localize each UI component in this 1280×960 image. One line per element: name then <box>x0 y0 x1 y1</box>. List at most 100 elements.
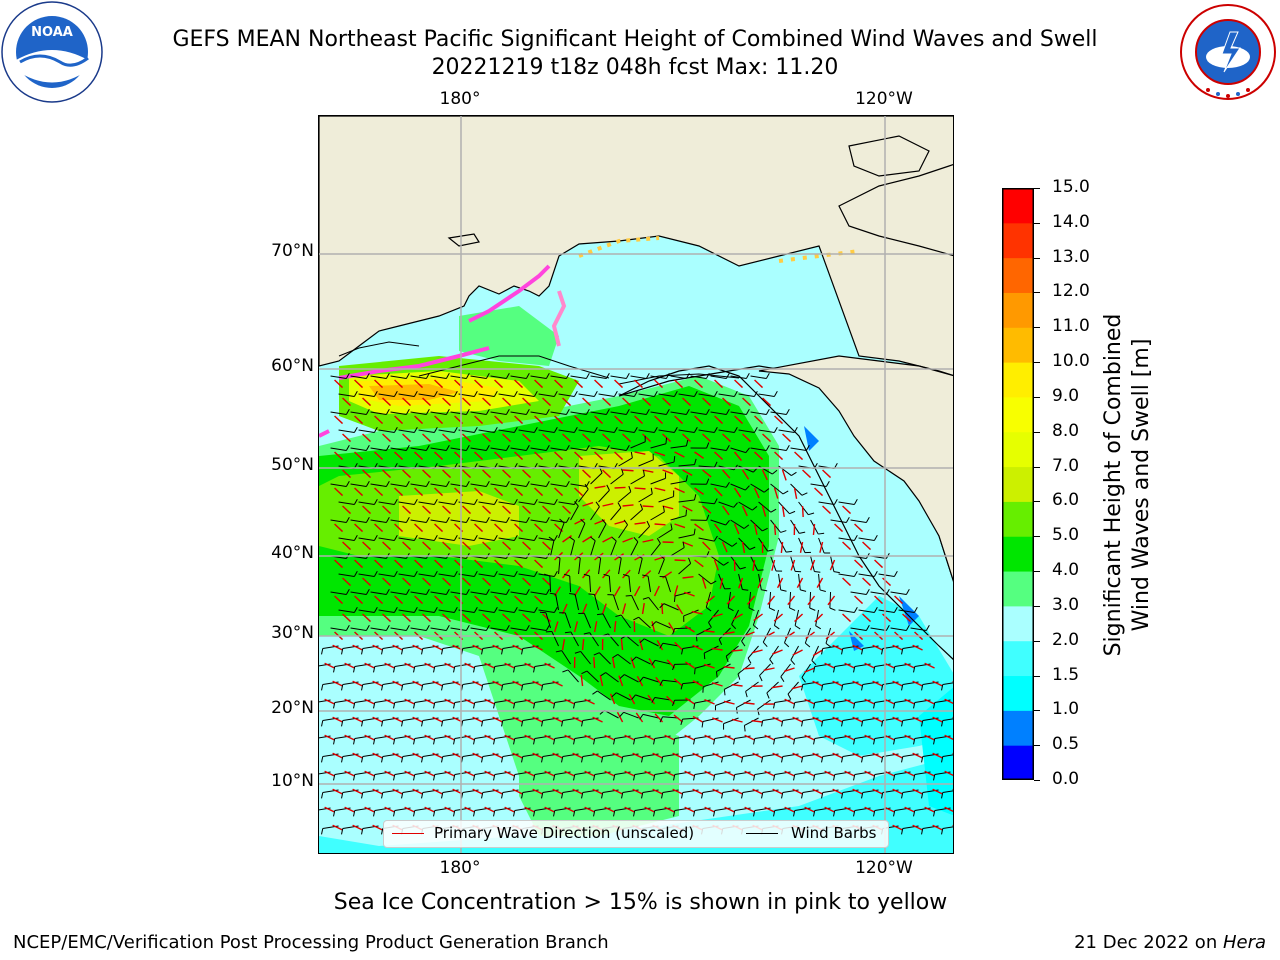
wind-barb-flag <box>393 499 398 505</box>
wind-barb <box>610 540 617 557</box>
wave-direction-arrow <box>534 451 544 461</box>
wave-direction-arrow <box>532 716 543 723</box>
wave-direction-arrow <box>804 806 815 813</box>
wind-barb-flag <box>933 810 936 817</box>
wind-barb <box>597 690 611 701</box>
wind-barb <box>758 393 775 397</box>
wave-direction-arrow <box>714 379 724 389</box>
wind-barb-flag <box>553 738 556 745</box>
lat-label-40n: 40°N <box>271 543 314 563</box>
wind-barb <box>942 754 953 757</box>
wind-barb <box>698 501 715 505</box>
wind-barb <box>338 501 355 505</box>
wave-direction-arrow <box>352 788 363 795</box>
wind-barb <box>578 393 595 397</box>
wind-barb-flag <box>521 792 524 799</box>
wind-barb-flag <box>533 666 536 673</box>
wind-barb-flag <box>805 642 811 648</box>
wave-direction-arrow <box>874 595 884 605</box>
wind-barb-flag <box>745 447 750 453</box>
wave-direction-arrow <box>342 433 352 443</box>
wave-direction-arrow <box>524 662 535 669</box>
wave-direction-arrow <box>711 613 723 618</box>
wind-barb-flag <box>485 625 490 631</box>
wind-barb <box>478 537 495 541</box>
wave-direction-arrow <box>662 397 672 407</box>
wave-direction-arrow <box>324 770 335 777</box>
colorbar-band <box>1002 640 1034 677</box>
wave-direction-arrow <box>652 788 663 795</box>
wind-barb-flag <box>445 589 450 595</box>
wind-barb-flag <box>545 445 550 451</box>
wind-barb <box>490 483 507 487</box>
wave-direction-arrow <box>382 577 392 587</box>
wave-direction-arrow <box>594 415 604 425</box>
colorbar-tick-mark <box>1034 605 1040 607</box>
wind-barb <box>450 591 467 595</box>
wind-barb-flag <box>421 648 424 655</box>
wind-barb-flag <box>533 607 538 613</box>
wind-barb-flag <box>385 373 390 379</box>
wave-direction-arrow <box>621 603 627 615</box>
wind-barb <box>778 429 795 433</box>
wind-barb-flag <box>941 792 944 799</box>
wind-barb-flag <box>541 756 544 763</box>
wind-barb-flag <box>662 505 665 513</box>
wind-barb-flag <box>381 648 384 655</box>
wave-direction-arrow <box>824 770 835 777</box>
wind-barb-flag <box>393 666 396 673</box>
wave-direction-arrow <box>684 661 695 669</box>
wind-barb-flag <box>885 589 890 595</box>
wave-direction-arrow <box>704 770 715 777</box>
wind-barb-flag <box>485 373 490 379</box>
wave-direction-arrow <box>654 713 664 723</box>
wave-direction-arrow <box>544 806 555 813</box>
wind-barb-flag <box>421 792 424 799</box>
wave-direction-arrow <box>464 806 475 813</box>
wind-barb-flag <box>731 624 737 630</box>
wind-barb-flag <box>413 391 418 397</box>
wind-barb-flag <box>673 774 676 781</box>
wave-direction-arrow <box>656 640 664 651</box>
wave-direction-arrow <box>344 806 355 813</box>
wind-barb-flag <box>733 738 736 745</box>
wind-barb <box>610 411 627 415</box>
wind-barb-flag <box>706 442 710 449</box>
wave-direction-arrow <box>522 397 532 407</box>
colorbar-tick-label: 5.0 <box>1052 525 1080 546</box>
wind-barb-flag <box>873 702 876 709</box>
wind-barb-flag <box>533 774 536 781</box>
wave-direction-arrow <box>744 770 755 777</box>
wave-direction-arrow <box>362 541 372 551</box>
wind-barb-flag <box>873 571 878 577</box>
wave-direction-arrow <box>724 770 735 777</box>
wave-direction-arrow <box>780 541 784 554</box>
wave-direction-arrow <box>502 505 512 515</box>
wind-barb <box>638 459 654 467</box>
wave-direction-arrow <box>392 644 403 651</box>
wind-barb-flag <box>801 677 806 683</box>
wind-barb <box>598 489 610 503</box>
wind-barb <box>617 654 631 665</box>
wind-barb <box>330 591 347 595</box>
wind-barb-flag <box>600 672 606 677</box>
wave-direction-arrow <box>594 379 604 389</box>
colorbar-tick-label: 9.0 <box>1052 385 1080 406</box>
wave-direction-arrow <box>757 577 764 589</box>
wave-direction-arrow <box>764 806 775 813</box>
wind-barb <box>574 594 580 611</box>
wave-direction-arrow <box>614 451 624 461</box>
wave-direction-arrow <box>562 433 572 443</box>
wave-direction-arrow <box>582 569 591 579</box>
wave-direction-arrow <box>751 720 763 723</box>
wave-direction-arrow <box>612 788 623 795</box>
wind-barb <box>718 429 735 433</box>
wind-barb-flag <box>545 409 550 415</box>
wind-barb-flag <box>525 409 530 415</box>
wind-barb <box>738 537 751 550</box>
wind-barb <box>702 717 719 722</box>
wave-direction-arrow <box>544 734 555 741</box>
wind-barb-flag <box>865 625 870 631</box>
wave-direction-arrow <box>802 469 812 479</box>
wave-direction-arrow <box>402 541 412 551</box>
